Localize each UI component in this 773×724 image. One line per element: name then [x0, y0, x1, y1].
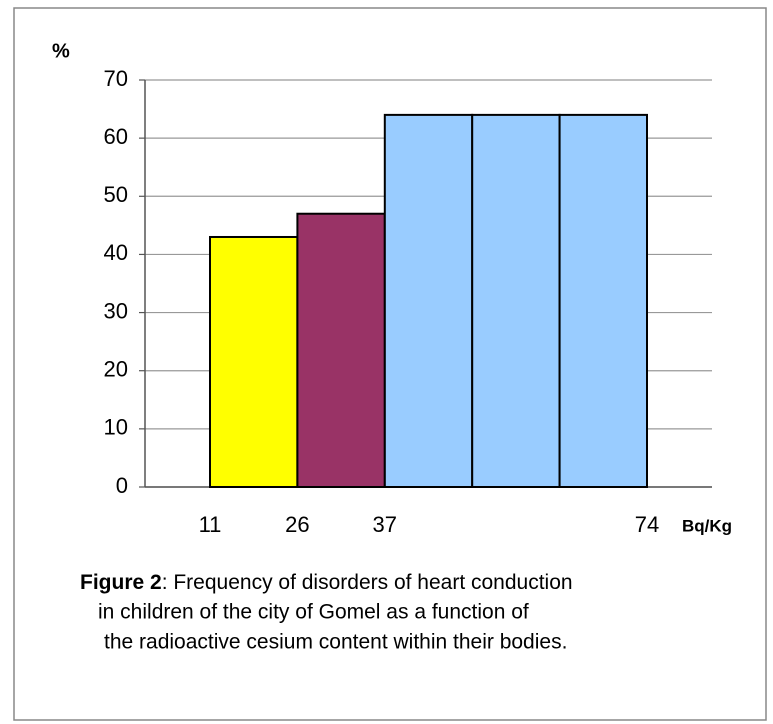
- bar: [296, 212, 386, 488]
- x-tick-label: 74: [635, 512, 659, 537]
- bar: [471, 113, 561, 488]
- y-tick-label: 0: [116, 473, 128, 498]
- y-axis-label: %: [52, 40, 70, 62]
- bar: [383, 113, 474, 488]
- x-tick-label: 11: [199, 512, 222, 537]
- caption-line: Figure 2: Frequency of disorders of hear…: [80, 571, 573, 594]
- caption-text: : Frequency of disorders of heart conduc…: [162, 571, 573, 594]
- y-tick-label: 50: [104, 182, 128, 207]
- x-tick-label: 37: [373, 512, 397, 537]
- x-tick-label: 26: [285, 512, 309, 537]
- bar: [558, 113, 648, 488]
- y-tick-label: 70: [104, 66, 128, 91]
- bar: [209, 235, 299, 488]
- y-tick-label: 40: [104, 240, 128, 265]
- x-axis-label: Bq/Kg: [682, 516, 732, 535]
- y-tick-label: 30: [104, 298, 128, 323]
- y-tick-label: 20: [104, 357, 128, 382]
- y-tick-label: 10: [104, 415, 128, 440]
- caption-line: the radioactive cesium content within th…: [104, 631, 567, 654]
- caption-line: in children of the city of Gomel as a fu…: [98, 601, 529, 624]
- y-tick-label: 60: [104, 124, 128, 149]
- caption-label: Figure 2: [80, 571, 162, 594]
